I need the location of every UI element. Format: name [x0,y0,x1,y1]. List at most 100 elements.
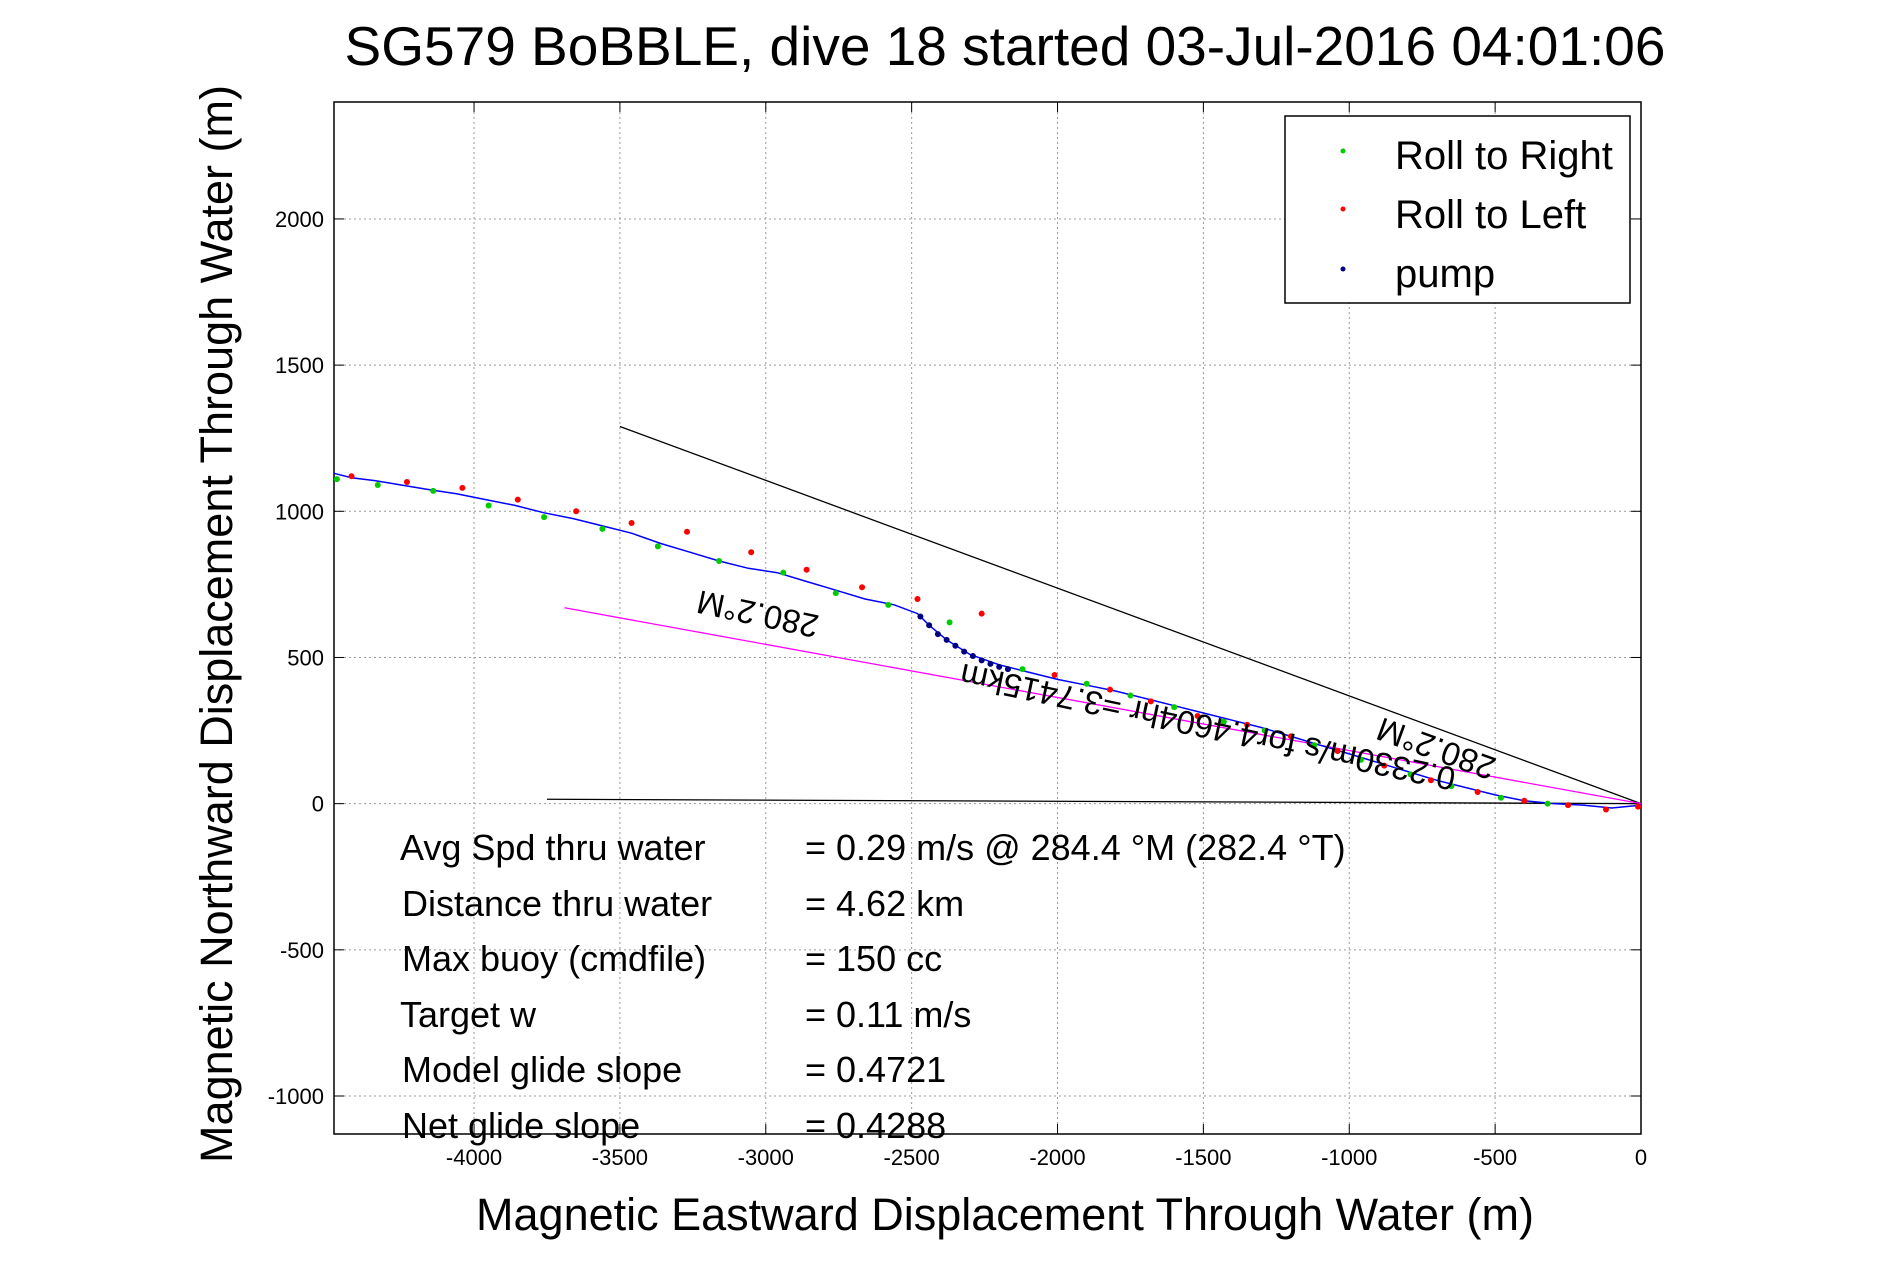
x-tick-label: -4000 [446,1145,502,1170]
x-tick-label: -1500 [1175,1145,1231,1170]
stat-label: Net glide slope [402,1105,640,1146]
data-point [996,663,1003,670]
data-point [1602,806,1609,813]
data-point [1311,742,1318,749]
data-point [1357,756,1364,763]
data-point [803,566,810,573]
data-point [628,519,635,526]
data-point [541,514,548,521]
data-point [1244,721,1251,728]
y-tick-label: 0 [312,792,324,817]
data-point [1381,762,1388,769]
data-point [459,484,466,491]
data-point [1565,802,1572,809]
y-tick-label: 1500 [275,353,324,378]
legend-marker-pump [1340,266,1346,272]
data-point [599,525,606,532]
stat-value: = 0.4721 [805,1049,946,1090]
data-point [978,657,985,664]
data-point [1220,718,1227,725]
data-point [1127,692,1134,699]
data-point [917,613,924,620]
data-point [1051,672,1058,679]
data-point [748,549,755,556]
plot-area [333,101,1642,1135]
data-point [403,479,410,486]
data-point [1171,704,1178,711]
data-point [333,476,340,483]
data-point [1107,686,1114,693]
legend-marker-roll-left [1340,206,1346,212]
data-point [1521,797,1528,804]
y-tick-label: -1000 [268,1084,324,1109]
data-point [1427,777,1434,784]
data-point [943,636,950,643]
data-point [969,653,976,660]
data-point [1019,666,1026,673]
stat-value: = 0.4288 [805,1105,946,1146]
y-tick-label: -500 [280,938,324,963]
data-point [1544,800,1551,807]
x-tick-label: 0 [1635,1145,1647,1170]
data-point [952,642,959,649]
data-point [716,557,723,564]
data-point [1287,733,1294,740]
data-point [573,508,580,515]
data-point [654,543,661,550]
stat-label: Avg Spd thru water [400,827,706,868]
data-points [333,473,1642,813]
data-point [514,496,521,503]
legend-label-pump: pump [1395,252,1495,296]
data-point [914,595,921,602]
data-point [348,473,355,480]
stat-value: = 0.29 m/s @ 284.4 °M (282.4 °T) [805,827,1346,868]
data-point [1334,748,1341,755]
x-axis-label: Magnetic Eastward Displacement Through W… [476,1189,1534,1240]
data-point [1261,727,1268,734]
reference-lines [546,425,1642,805]
stat-value: = 4.62 km [805,883,964,924]
legend-marker-roll-right [1340,148,1346,154]
legend-label-roll-left: Roll to Left [1395,193,1586,237]
data-point [934,631,941,638]
stat-value: = 0.11 m/s [805,994,971,1035]
reference-line [546,798,1642,805]
x-tick-label: -500 [1473,1145,1517,1170]
heading-annotation-upper: 280.2°M [693,583,821,645]
data-point [978,610,985,617]
data-point [1474,788,1481,795]
y-tick-label: 2000 [275,207,324,232]
data-point [926,622,933,629]
data-point [987,660,994,667]
stat-label: Max buoy (cmdfile) [402,938,706,979]
data-point [1194,712,1201,719]
data-point [1004,666,1011,673]
axis-ticks: -4000 -3500 -3000 -2500 -2000 -1500 -1000 -500 0… [268,102,1647,1170]
data-point [885,601,892,608]
data-point [430,487,437,494]
chart-title: SG579 BoBBLE, dive 18 started 03-Jul-201… [345,15,1666,77]
stat-label: Distance thru water [402,883,712,924]
reference-line [619,425,1642,805]
x-tick-label: -2000 [1029,1145,1085,1170]
data-point [1407,771,1414,778]
data-point [1147,698,1154,705]
y-axis-label: Magnetic Northward Displacement Through … [191,85,242,1163]
data-point [485,502,492,509]
stat-label: Target w [400,994,537,1035]
stat-value: = 150 cc [805,938,942,979]
data-point [374,481,381,488]
stat-label: Model glide slope [402,1049,682,1090]
data-point [1448,783,1455,790]
y-tick-label: 500 [287,645,324,670]
data-point [1497,794,1504,801]
data-point [859,584,866,591]
data-point [684,528,691,535]
x-tick-label: -3000 [738,1145,794,1170]
reference-line [564,607,1642,805]
x-tick-label: -1000 [1321,1145,1377,1170]
data-point [1083,680,1090,687]
data-point [780,569,787,576]
x-tick-label: -2500 [884,1145,940,1170]
